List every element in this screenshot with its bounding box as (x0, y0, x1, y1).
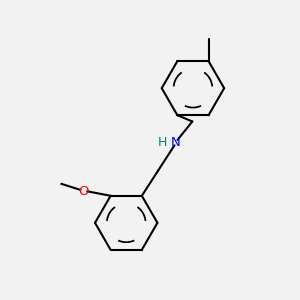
Text: O: O (79, 185, 89, 198)
Text: N: N (171, 136, 181, 149)
Text: H: H (158, 136, 167, 149)
